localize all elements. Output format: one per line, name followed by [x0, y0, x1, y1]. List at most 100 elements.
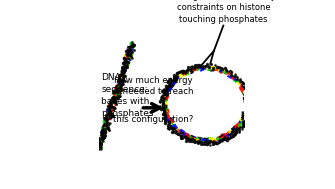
Polygon shape [205, 65, 210, 68]
Polygon shape [171, 84, 174, 88]
Polygon shape [98, 143, 101, 147]
Polygon shape [174, 127, 179, 132]
Polygon shape [119, 85, 121, 89]
Polygon shape [193, 66, 199, 69]
Polygon shape [232, 76, 237, 81]
Polygon shape [244, 108, 248, 113]
Polygon shape [123, 64, 125, 67]
Polygon shape [235, 128, 239, 132]
Polygon shape [231, 128, 236, 132]
Polygon shape [97, 139, 100, 143]
Polygon shape [126, 58, 128, 61]
Polygon shape [169, 122, 172, 127]
Polygon shape [165, 118, 170, 123]
Polygon shape [120, 79, 123, 84]
Polygon shape [225, 70, 231, 76]
Polygon shape [248, 104, 249, 108]
Polygon shape [118, 89, 120, 92]
Polygon shape [165, 105, 168, 109]
Polygon shape [214, 68, 218, 71]
Polygon shape [193, 136, 197, 139]
Polygon shape [210, 140, 214, 143]
Polygon shape [121, 76, 125, 81]
Polygon shape [104, 116, 108, 120]
Polygon shape [120, 74, 122, 77]
Polygon shape [130, 56, 132, 59]
Polygon shape [186, 134, 190, 138]
Polygon shape [207, 140, 212, 143]
Polygon shape [165, 118, 171, 124]
Polygon shape [173, 123, 178, 129]
Polygon shape [111, 113, 114, 116]
Polygon shape [169, 124, 173, 128]
Polygon shape [166, 109, 170, 113]
Polygon shape [170, 117, 174, 123]
Polygon shape [165, 89, 169, 93]
Polygon shape [102, 137, 105, 141]
Polygon shape [111, 100, 115, 105]
Polygon shape [110, 105, 112, 108]
Polygon shape [179, 73, 183, 76]
Polygon shape [243, 93, 247, 97]
Polygon shape [123, 69, 127, 74]
Polygon shape [129, 44, 132, 48]
Polygon shape [109, 102, 113, 106]
Polygon shape [108, 104, 111, 107]
Polygon shape [238, 82, 241, 86]
Polygon shape [206, 139, 210, 142]
Polygon shape [125, 54, 128, 59]
Polygon shape [103, 122, 106, 126]
Polygon shape [204, 139, 209, 143]
Polygon shape [246, 109, 249, 114]
Polygon shape [126, 49, 130, 53]
Polygon shape [114, 86, 118, 90]
Polygon shape [117, 83, 120, 86]
Polygon shape [123, 74, 126, 77]
Polygon shape [165, 108, 169, 112]
Polygon shape [241, 83, 244, 88]
Polygon shape [180, 132, 185, 135]
Text: DNA
sequence:
bases with
phosphates: DNA sequence: bases with phosphates [101, 73, 154, 118]
Polygon shape [206, 138, 210, 141]
Polygon shape [225, 133, 230, 138]
Polygon shape [115, 96, 118, 99]
Polygon shape [124, 54, 126, 59]
Polygon shape [121, 70, 125, 74]
Polygon shape [190, 136, 194, 140]
Polygon shape [223, 133, 227, 137]
Polygon shape [99, 142, 102, 146]
Polygon shape [127, 57, 130, 60]
Polygon shape [196, 139, 201, 142]
Polygon shape [108, 107, 112, 111]
Polygon shape [107, 126, 110, 130]
Text: is needed to reach: is needed to reach [113, 87, 194, 96]
Polygon shape [174, 77, 178, 81]
Polygon shape [126, 63, 130, 68]
Polygon shape [170, 85, 174, 88]
Polygon shape [103, 134, 105, 138]
Polygon shape [228, 129, 233, 134]
Polygon shape [210, 69, 214, 72]
Polygon shape [108, 107, 112, 112]
Polygon shape [124, 59, 126, 63]
Polygon shape [104, 127, 107, 131]
Polygon shape [175, 77, 180, 83]
Polygon shape [166, 115, 170, 120]
Polygon shape [107, 108, 110, 112]
Polygon shape [121, 67, 124, 70]
Polygon shape [242, 118, 246, 123]
Polygon shape [171, 120, 174, 123]
Polygon shape [165, 101, 168, 106]
Polygon shape [165, 112, 167, 116]
Polygon shape [121, 78, 125, 82]
Polygon shape [165, 98, 168, 103]
Polygon shape [103, 137, 106, 140]
Polygon shape [166, 108, 169, 112]
Polygon shape [228, 132, 232, 135]
Polygon shape [132, 47, 134, 51]
Polygon shape [178, 76, 181, 80]
Polygon shape [128, 64, 129, 67]
Polygon shape [195, 138, 200, 141]
Polygon shape [170, 86, 173, 89]
Polygon shape [234, 123, 239, 129]
